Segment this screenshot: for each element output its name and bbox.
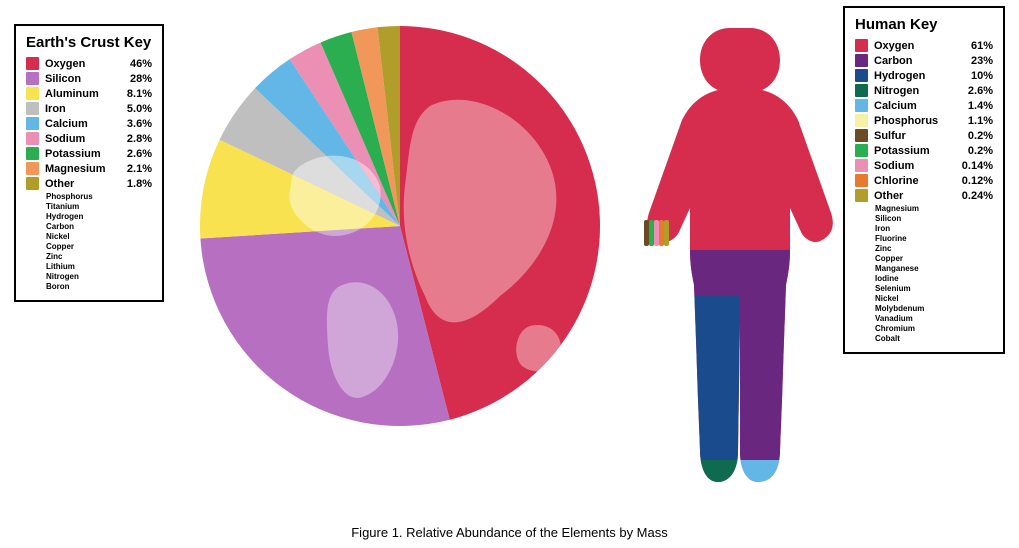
earth-legend-row: Potassium 2.6% <box>26 147 152 160</box>
earth-legend-label: Sodium <box>45 133 114 145</box>
human-legend-label: Chlorine <box>874 175 955 187</box>
human-legend-label: Calcium <box>874 100 955 112</box>
human-legend-swatch <box>855 174 868 187</box>
human-legend-row: Carbon 23% <box>855 54 993 67</box>
earth-legend-pct: 28% <box>118 73 152 85</box>
human-legend-label: Carbon <box>874 55 955 67</box>
human-legend-pct: 2.6% <box>959 85 993 97</box>
earth-legend-swatch <box>26 147 39 160</box>
earth-legend-row: Iron 5.0% <box>26 102 152 115</box>
earth-legend-swatch <box>26 57 39 70</box>
human-legend-pct: 0.2% <box>959 130 993 142</box>
human-legend-swatch <box>855 159 868 172</box>
human-legend-row: Hydrogen 10% <box>855 69 993 82</box>
human-band-calcium <box>740 460 785 490</box>
human-legend-pct: 10% <box>959 70 993 82</box>
human-legend-swatch <box>855 189 868 202</box>
human-legend-row: Other 0.24% <box>855 189 993 202</box>
earth-legend-label: Calcium <box>45 118 114 130</box>
human-legend-swatch <box>855 129 868 142</box>
earth-legend-title: Earth's Crust Key <box>26 34 152 51</box>
earth-legend-label: Iron <box>45 103 114 115</box>
human-band-hydrogen <box>640 295 740 460</box>
human-other-sublist: MagnesiumSiliconIronFluorineZincCopperMa… <box>875 204 993 344</box>
human-legend-label: Nitrogen <box>874 85 955 97</box>
earth-legend-label: Magnesium <box>45 163 114 175</box>
earth-pie-chart <box>200 26 600 426</box>
earth-legend-pct: 1.8% <box>118 178 152 190</box>
human-band-carbon-leg <box>740 295 840 460</box>
human-legend-row: Sulfur 0.2% <box>855 129 993 142</box>
earth-crust-legend: Earth's Crust Key Oxygen 46% Silicon 28% Alu… <box>14 24 164 302</box>
earth-legend-row: Silicon 28% <box>26 72 152 85</box>
human-legend-label: Hydrogen <box>874 70 955 82</box>
human-legend-label: Phosphorus <box>874 115 955 127</box>
figure-caption: Figure 1. Relative Abundance of the Elem… <box>0 525 1019 540</box>
human-legend-row: Potassium 0.2% <box>855 144 993 157</box>
human-legend-swatch <box>855 84 868 97</box>
earth-legend-label: Aluminum <box>45 88 114 100</box>
human-legend-row: Oxygen 61% <box>855 39 993 52</box>
human-band-phosphorus <box>785 460 840 490</box>
human-legend-title: Human Key <box>855 16 993 33</box>
human-legend-pct: 61% <box>959 40 993 52</box>
human-legend-pct: 0.14% <box>959 160 993 172</box>
human-legend-pct: 23% <box>959 55 993 67</box>
earth-legend-pct: 2.8% <box>118 133 152 145</box>
human-legend-label: Sulfur <box>874 130 955 142</box>
human-legend-row: Sodium 0.14% <box>855 159 993 172</box>
earth-legend-row: Magnesium 2.1% <box>26 162 152 175</box>
human-legend-pct: 1.4% <box>959 100 993 112</box>
earth-legend-label: Other <box>45 178 114 190</box>
earth-legend-label: Oxygen <box>45 58 114 70</box>
human-legend: Human Key Oxygen 61% Carbon 23% Hydrogen 10% N… <box>843 6 1005 354</box>
human-legend-label: Potassium <box>874 145 955 157</box>
earth-legend-pct: 2.1% <box>118 163 152 175</box>
earth-legend-label: Silicon <box>45 73 114 85</box>
human-legend-row: Phosphorus 1.1% <box>855 114 993 127</box>
human-band-carbon <box>640 250 840 295</box>
earth-legend-swatch <box>26 162 39 175</box>
human-legend-swatch <box>855 69 868 82</box>
human-legend-label: Sodium <box>874 160 955 172</box>
earth-legend-pct: 5.0% <box>118 103 152 115</box>
human-legend-swatch <box>855 144 868 157</box>
earth-legend-pct: 3.6% <box>118 118 152 130</box>
human-legend-label: Oxygen <box>874 40 955 52</box>
earth-legend-row: Sodium 2.8% <box>26 132 152 145</box>
human-legend-swatch <box>855 99 868 112</box>
human-legend-label: Other <box>874 190 955 202</box>
human-legend-row: Nitrogen 2.6% <box>855 84 993 97</box>
earth-legend-swatch <box>26 117 39 130</box>
earth-legend-pct: 46% <box>118 58 152 70</box>
earth-legend-swatch <box>26 102 39 115</box>
human-legend-pct: 1.1% <box>959 115 993 127</box>
earth-legend-row: Aluminum 8.1% <box>26 87 152 100</box>
earth-legend-pct: 2.6% <box>118 148 152 160</box>
earth-legend-row: Oxygen 46% <box>26 57 152 70</box>
human-legend-swatch <box>855 39 868 52</box>
human-legend-swatch <box>855 54 868 67</box>
earth-legend-swatch <box>26 132 39 145</box>
earth-other-sublist: PhosphorusTitaniumHydrogenCarbonNickelCo… <box>46 192 152 292</box>
earth-legend-pct: 8.1% <box>118 88 152 100</box>
human-figure <box>640 20 840 500</box>
human-legend-row: Chlorine 0.12% <box>855 174 993 187</box>
human-legend-swatch <box>855 114 868 127</box>
human-legend-pct: 0.24% <box>959 190 993 202</box>
earth-legend-row: Other 1.8% <box>26 177 152 190</box>
human-band-nitrogen <box>640 460 740 490</box>
human-hand-trace-stripes <box>644 220 669 246</box>
earth-legend-row: Calcium 3.6% <box>26 117 152 130</box>
human-legend-pct: 0.2% <box>959 145 993 157</box>
human-legend-pct: 0.12% <box>959 175 993 187</box>
human-legend-row: Calcium 1.4% <box>855 99 993 112</box>
earth-legend-swatch <box>26 72 39 85</box>
earth-legend-swatch <box>26 87 39 100</box>
earth-legend-swatch <box>26 177 39 190</box>
earth-legend-label: Potassium <box>45 148 114 160</box>
